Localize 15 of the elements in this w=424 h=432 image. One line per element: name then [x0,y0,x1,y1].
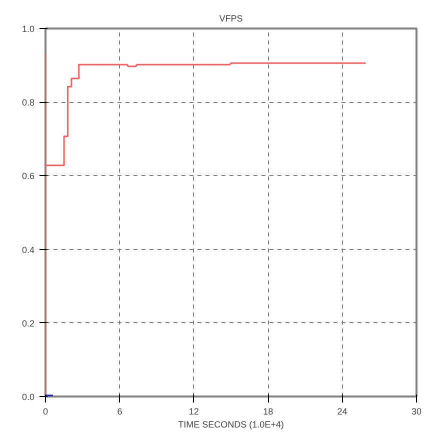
y-tick-label: 0.8 [22,98,35,108]
line-series [46,54,367,396]
y-tick-label: 0.4 [22,244,35,255]
y-tick-label: 0.0 [22,392,35,402]
y-tick-label: 0.2 [22,318,35,328]
x-tick-label: 18 [263,406,274,416]
x-tick-label: 6 [117,406,122,416]
x-tick-label: 12 [188,406,199,416]
x-axis-title: TIME SECONDS (1.0E+4) [178,420,284,430]
x-tick-label: 24 [337,406,348,416]
chart-title: VFPS [219,14,243,24]
y-tick-label: 1.0 [22,24,35,34]
x-tick-label: 30 [411,406,422,416]
x-tick-label: 0 [42,406,48,416]
y-tick-label: 0.6 [22,171,35,182]
